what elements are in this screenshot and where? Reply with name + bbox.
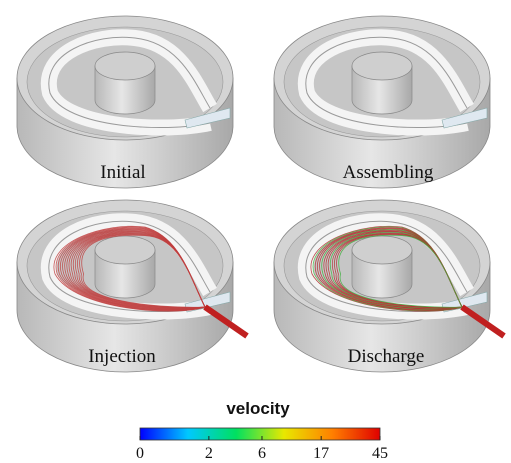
panel-label: Initial <box>100 162 145 183</box>
panel: Injection <box>17 200 247 372</box>
panel-label: Injection <box>88 346 156 367</box>
panel-label: Discharge <box>348 346 425 367</box>
figure: Initial Assembling Injection Discharge velo… <box>0 0 511 463</box>
page: {"panels": [{"label": "Initial"}, {"labe… <box>0 0 511 463</box>
tick-label: 0 <box>136 445 144 462</box>
tick-label: 2 <box>205 445 213 462</box>
inner-top <box>95 236 155 264</box>
tick-label: 17 <box>313 445 329 462</box>
panels: Initial Assembling Injection Discharge <box>17 16 504 372</box>
colorbar <box>140 428 380 440</box>
panel: Assembling <box>274 16 490 188</box>
panel-label: Assembling <box>343 162 434 183</box>
tick-label: 45 <box>372 445 388 462</box>
tick-label: 6 <box>258 445 266 462</box>
panel: Discharge <box>274 200 504 372</box>
panel: Initial <box>17 16 233 188</box>
colorbar-title: velocity <box>226 399 290 418</box>
inner-top <box>95 52 155 80</box>
inner-top <box>352 236 412 264</box>
inner-top <box>352 52 412 80</box>
